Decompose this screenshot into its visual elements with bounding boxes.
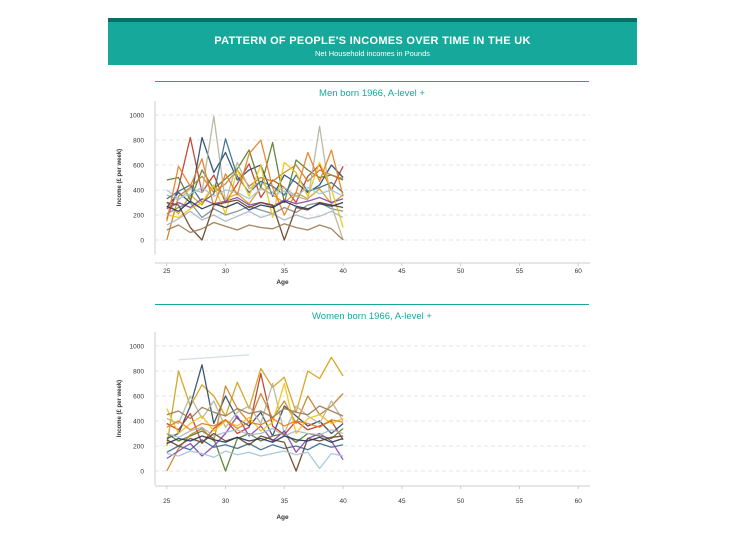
men-x-tick-label: 40 xyxy=(339,268,347,275)
women-y-tick-label: 0 xyxy=(140,469,144,476)
women-series-line-5 xyxy=(166,385,344,472)
women-series-line-7 xyxy=(166,439,344,453)
men-x-tick-label: 55 xyxy=(516,268,524,275)
men-x-tick-label: 45 xyxy=(398,268,406,275)
men-series-line-7 xyxy=(166,138,344,204)
men-x-tick-label: 25 xyxy=(163,268,171,275)
women-x-tick-label: 50 xyxy=(457,498,465,505)
men-y-tick-label: 400 xyxy=(133,188,144,195)
women-x-tick-label: 55 xyxy=(516,498,524,505)
men-series-line-14 xyxy=(166,200,344,212)
panel-divider-top xyxy=(155,81,589,82)
men-series-line-15 xyxy=(166,221,344,241)
men-series-line-1 xyxy=(166,184,344,215)
men-series-line-3 xyxy=(166,141,344,204)
men-series-line-8 xyxy=(166,196,344,210)
panel-divider-bottom xyxy=(155,304,589,305)
women-x-tick-label: 60 xyxy=(575,498,583,505)
women-series-line-15 xyxy=(166,405,344,420)
banner-title: PATTERN OF PEOPLE'S INCOMES OVER TIME IN… xyxy=(214,35,531,47)
chart-title-women: Women born 1966, A-level + xyxy=(312,311,432,322)
header-banner: PATTERN OF PEOPLE'S INCOMES OVER TIME IN… xyxy=(108,18,637,65)
women-x-axis-label: Age xyxy=(276,514,289,521)
women-x-tick-label: 30 xyxy=(222,498,230,505)
women-series-line-12 xyxy=(166,450,344,470)
men-x-tick-label: 30 xyxy=(222,268,230,275)
men-series-line-10 xyxy=(166,210,344,226)
men-x-axis-label: Age xyxy=(276,279,289,286)
women-x-tick-label: 45 xyxy=(398,498,406,505)
women-series-line-8 xyxy=(166,415,344,461)
women-x-tick-label: 25 xyxy=(163,498,171,505)
women-x-tick-label: 35 xyxy=(281,498,289,505)
chart-title-men: Men born 1966, A-level + xyxy=(319,88,425,99)
men-y-tick-label: 200 xyxy=(133,213,144,220)
women-y-tick-label: 200 xyxy=(133,444,144,451)
men-y-tick-label: 0 xyxy=(140,238,144,245)
men-x-tick-label: 50 xyxy=(457,268,465,275)
men-y-tick-label: 1000 xyxy=(130,113,145,120)
women-series-line-1 xyxy=(166,356,344,447)
women-series-line-2 xyxy=(166,364,344,440)
women-series-line-10 xyxy=(166,426,344,438)
men-x-tick-label: 60 xyxy=(575,268,583,275)
women-series-line-13 xyxy=(166,417,344,431)
men-y-tick-label: 800 xyxy=(133,138,144,145)
women-series-line-14 xyxy=(166,435,344,445)
men-series-line-13 xyxy=(166,139,344,222)
women-series-line-6 xyxy=(166,382,344,435)
women-series-line-4 xyxy=(178,354,250,361)
women-y-tick-label: 800 xyxy=(133,369,144,376)
women-y-tick-label: 600 xyxy=(133,394,144,401)
men-y-tick-label: 600 xyxy=(133,163,144,170)
women-y-tick-label: 400 xyxy=(133,419,144,426)
women-y-axis-label: Income (£ per week) xyxy=(117,380,123,437)
men-x-tick-label: 35 xyxy=(281,268,289,275)
banner-subtitle: Net Household incomes in Pounds xyxy=(314,49,431,58)
men-series-line-12 xyxy=(166,186,344,200)
women-x-tick-label: 40 xyxy=(339,498,347,505)
women-y-tick-label: 1000 xyxy=(130,344,145,351)
men-y-axis-label: Income (£ per week) xyxy=(117,149,123,206)
